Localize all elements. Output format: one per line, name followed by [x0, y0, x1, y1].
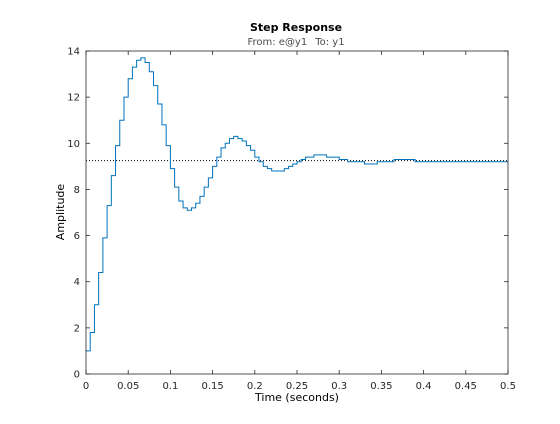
x-tick-label: 0.1	[162, 381, 178, 392]
x-axis-label: Time (seconds)	[254, 391, 339, 404]
x-tick-label: 0	[83, 381, 89, 392]
x-tick-label: 0.05	[117, 381, 139, 392]
x-tick-label: 0.15	[201, 381, 223, 392]
plot-area	[86, 51, 508, 374]
chart-subtitle: From: e@y1 To: y1	[247, 37, 344, 48]
y-tick-label: 2	[74, 323, 80, 334]
axes-box	[85, 50, 509, 375]
x-tick-label: 0.5	[500, 381, 516, 392]
y-tick-label: 10	[67, 139, 80, 150]
x-tick-label: 0.4	[416, 381, 432, 392]
subtitle-from: From: e@y1	[247, 37, 307, 48]
chart-title: Step Response	[250, 21, 342, 34]
y-tick-label: 0	[74, 370, 80, 381]
y-axis-label: Amplitude	[54, 184, 67, 241]
x-axis-ticks: 0 0.05 0.1 0.15 0.2 0.25 0.3 0.35 0.4 0.45 0.5	[83, 51, 516, 392]
subtitle-to: To: y1	[314, 37, 344, 48]
y-tick-label: 8	[74, 185, 80, 196]
y-tick-label: 12	[67, 93, 80, 104]
x-tick-label: 0.3	[331, 381, 347, 392]
x-tick-label: 0.35	[370, 381, 392, 392]
x-tick-label: 0.25	[286, 381, 308, 392]
y-tick-label: 6	[74, 231, 80, 242]
y-tick-label: 14	[67, 47, 80, 58]
series-line-step-response	[86, 57, 508, 352]
y-tick-label: 4	[74, 277, 80, 288]
x-tick-label: 0.45	[455, 381, 477, 392]
y-axis-ticks: 0 2 4 6 8 10 12 14	[67, 47, 508, 381]
x-tick-label: 0.2	[247, 381, 263, 392]
